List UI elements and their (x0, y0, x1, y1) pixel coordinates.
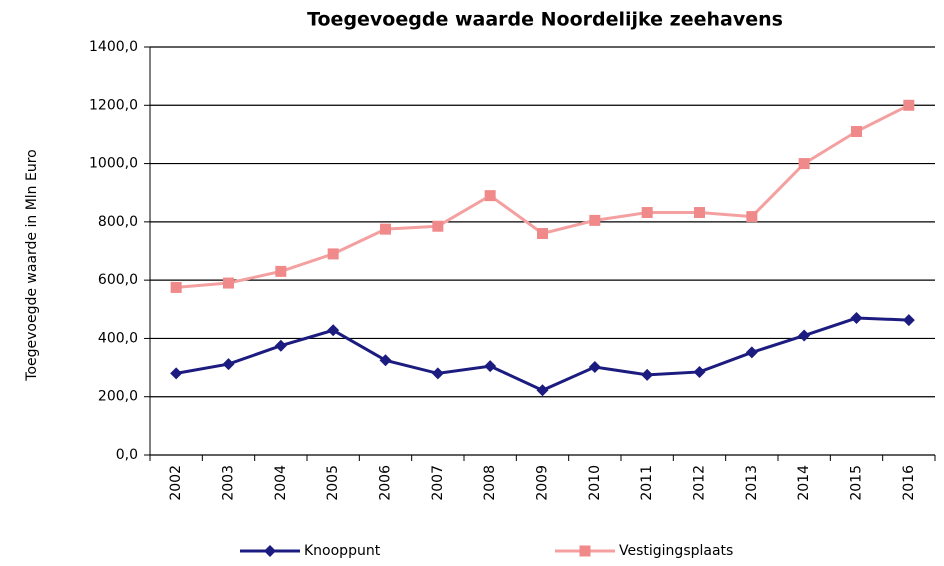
data-point (275, 265, 287, 277)
data-point (484, 190, 496, 202)
y-axis-label: Toegevoegde waarde in Mln Euro (24, 149, 40, 381)
data-point (902, 314, 915, 327)
data-point (484, 360, 497, 373)
legend-label: Knooppunt (304, 543, 381, 559)
data-point (327, 324, 340, 337)
data-point (798, 158, 810, 170)
x-tick-label: 2007 (430, 465, 446, 501)
data-point (641, 207, 653, 219)
x-tick-label: 2014 (796, 465, 812, 501)
legend-marker (579, 545, 591, 557)
y-tick-label: 1400,0 (89, 39, 138, 55)
x-tick-label: 2013 (744, 465, 760, 501)
data-point (432, 220, 444, 232)
data-point (170, 281, 182, 293)
x-tick-label: 2003 (221, 465, 237, 501)
x-tick-label: 2002 (168, 465, 184, 501)
x-tick-label: 2011 (639, 465, 655, 501)
data-point (588, 360, 601, 373)
y-tick-label: 400,0 (98, 330, 138, 346)
data-point (903, 99, 915, 111)
x-tick-label: 2016 (901, 465, 917, 501)
x-tick-label: 2008 (482, 465, 498, 501)
x-tick-label: 2015 (849, 465, 865, 501)
x-tick-label: 2012 (692, 465, 708, 501)
data-point (431, 367, 444, 380)
data-point (327, 248, 339, 260)
data-point (274, 339, 287, 352)
x-tick-label: 2009 (535, 465, 551, 501)
chart-title: Toegevoegde waarde Noordelijke zeehavens (307, 9, 783, 31)
data-point (223, 277, 234, 289)
data-point (745, 346, 758, 359)
data-point (694, 207, 705, 219)
y-tick-label: 600,0 (98, 272, 138, 288)
data-point (851, 126, 862, 138)
legend-label: Vestigingsplaats (619, 543, 733, 559)
series-line (175, 316, 909, 392)
y-tick-label: 800,0 (98, 214, 138, 230)
data-point (170, 367, 183, 380)
data-point (222, 358, 235, 371)
data-point (536, 384, 549, 397)
data-point (798, 329, 811, 342)
x-tick-label: 2005 (325, 465, 341, 501)
series-line (176, 103, 910, 289)
x-tick-label: 2006 (378, 465, 394, 501)
data-point (746, 211, 758, 223)
legend-marker (264, 545, 276, 557)
y-tick-label: 1200,0 (89, 97, 138, 113)
data-point (380, 223, 391, 235)
data-point (693, 365, 706, 378)
x-tick-label: 2004 (273, 465, 289, 501)
data-point (850, 312, 863, 325)
y-tick-label: 200,0 (98, 389, 138, 405)
data-point (379, 354, 392, 367)
data-point (641, 368, 654, 381)
y-tick-label: 0,0 (116, 447, 138, 463)
y-tick-label: 1000,0 (89, 156, 138, 172)
data-point (537, 228, 548, 240)
x-tick-label: 2010 (587, 465, 603, 501)
data-point (589, 214, 601, 226)
